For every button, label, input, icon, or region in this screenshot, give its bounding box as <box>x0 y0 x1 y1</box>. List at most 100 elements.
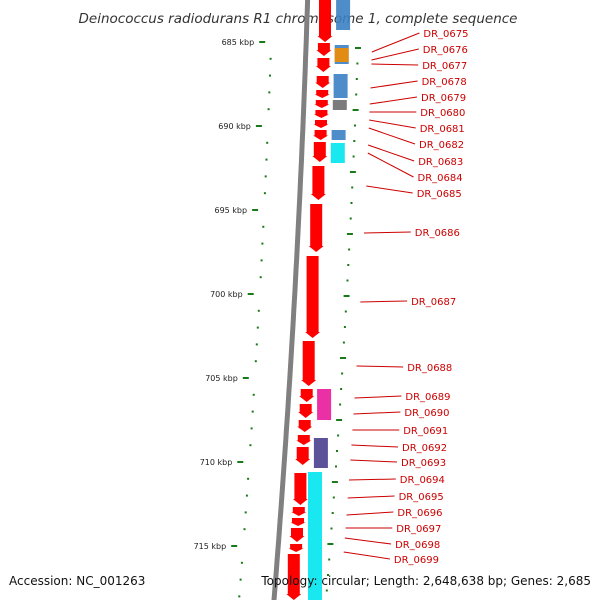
outer-tick <box>346 233 353 235</box>
gene-label: DR_0687 <box>411 297 456 308</box>
minor-tick <box>257 309 260 312</box>
gene-label: DR_0679 <box>421 93 466 104</box>
gene-arrow <box>291 507 307 516</box>
gene-arrow <box>305 256 321 338</box>
outer-tick <box>347 264 350 266</box>
gene-leader-line <box>351 444 399 448</box>
gene-label: DR_0683 <box>418 157 463 168</box>
gene-leader-line <box>343 551 390 560</box>
minor-tick <box>250 427 253 430</box>
kbp-label: 705 kbp <box>205 374 238 383</box>
gene-arrow <box>286 554 302 600</box>
outer-tick <box>355 47 361 49</box>
gene-arrow <box>301 341 317 386</box>
gene-arrow <box>296 435 312 445</box>
gene-leader-line <box>366 185 413 194</box>
outer-tick <box>340 357 346 359</box>
outer-tick <box>344 310 347 313</box>
minor-tick <box>263 192 266 195</box>
minor-tick <box>240 561 243 564</box>
gene-arrow <box>288 544 304 552</box>
gene-leader-line <box>360 300 408 303</box>
category-block <box>336 0 351 30</box>
outer-tick <box>346 279 349 282</box>
gene-label: DR_0698 <box>395 540 440 551</box>
minor-tick <box>256 326 259 329</box>
gene-arrow <box>295 447 311 465</box>
minor-tick <box>267 108 270 111</box>
outer-tick <box>325 589 328 592</box>
minor-tick <box>245 494 248 497</box>
scale-ticks: 685 kbp 690 kbp 695 kbp 700 kbp 705 kbp 710 k… <box>194 38 361 598</box>
gene-arrow <box>313 110 329 118</box>
outer-tick <box>340 388 343 390</box>
outer-tick <box>341 372 344 375</box>
gene-leader-line <box>344 537 392 545</box>
gene-arrow <box>314 100 330 108</box>
minor-tick <box>249 444 252 447</box>
gene-arrow <box>317 0 333 42</box>
gene-label: DR_0693 <box>401 458 446 469</box>
gene-label: DR_0690 <box>404 408 449 419</box>
outer-tick <box>350 202 353 204</box>
gene-leader-line <box>369 96 418 105</box>
chromosome-backbone <box>271 0 311 600</box>
gene-label: DR_0686 <box>415 228 460 239</box>
gene-arrow <box>312 142 328 162</box>
gene-arrow <box>298 404 314 418</box>
outer-tick <box>328 558 331 561</box>
outer-tick <box>354 124 356 127</box>
category-block <box>334 48 349 62</box>
kbp-label: 685 kbp <box>222 38 255 47</box>
gene-arrow <box>310 166 326 200</box>
kbp-label: 710 kbp <box>200 458 233 467</box>
accession-text: Accession: NC_001263 <box>9 574 146 588</box>
gene-arrow <box>297 420 313 432</box>
outer-tick <box>337 434 340 437</box>
map-title: Deinococcus radiodurans R1 chromosome 1,… <box>79 11 518 27</box>
minor-tick <box>239 578 242 581</box>
gene-arrow <box>315 76 331 88</box>
gene-arrow <box>308 204 324 252</box>
outer-tick <box>352 155 355 158</box>
minor-tick <box>261 242 264 245</box>
gene-arrow <box>316 43 332 56</box>
outer-tick <box>349 171 356 173</box>
gene-arrow <box>315 58 331 72</box>
gene-label: DR_0680 <box>420 108 465 119</box>
category-block <box>317 389 332 420</box>
minor-tick <box>244 511 247 514</box>
kbp-label: 700 kbp <box>210 290 243 299</box>
outer-tick <box>327 574 329 576</box>
gene-labels: DR_0675 DR_0676 DR_0677 DR_0678 DR_0679 DR_06… <box>343 29 469 566</box>
outer-tick <box>353 140 356 142</box>
minor-tick <box>247 477 250 480</box>
gene-label: DR_0682 <box>419 140 464 151</box>
gene-arrow <box>289 528 305 542</box>
outer-tick <box>355 93 358 96</box>
minor-tick <box>259 276 262 279</box>
gene-track <box>286 0 351 600</box>
minor-tick <box>269 57 272 60</box>
gene-label: DR_0675 <box>423 29 468 40</box>
kbp-label: 715 kbp <box>194 542 227 551</box>
outer-tick <box>351 186 354 189</box>
kbp-label: 695 kbp <box>214 206 247 215</box>
outer-tick <box>327 543 334 545</box>
gene-arrow <box>290 518 306 526</box>
gene-leader-line <box>367 144 415 162</box>
gene-leader-line <box>353 411 401 415</box>
outer-tick <box>335 465 337 468</box>
gene-label: DR_0699 <box>394 555 439 566</box>
gene-label: DR_0684 <box>418 173 463 184</box>
category-block <box>331 130 346 140</box>
gene-label: DR_0696 <box>397 508 442 519</box>
outer-tick <box>331 481 338 483</box>
minor-tick <box>238 595 241 598</box>
gene-arrow <box>292 473 308 505</box>
outer-tick <box>342 341 345 344</box>
category-block <box>333 74 348 98</box>
kbp-label: 690 kbp <box>218 122 251 131</box>
gene-leader-line <box>370 80 418 89</box>
